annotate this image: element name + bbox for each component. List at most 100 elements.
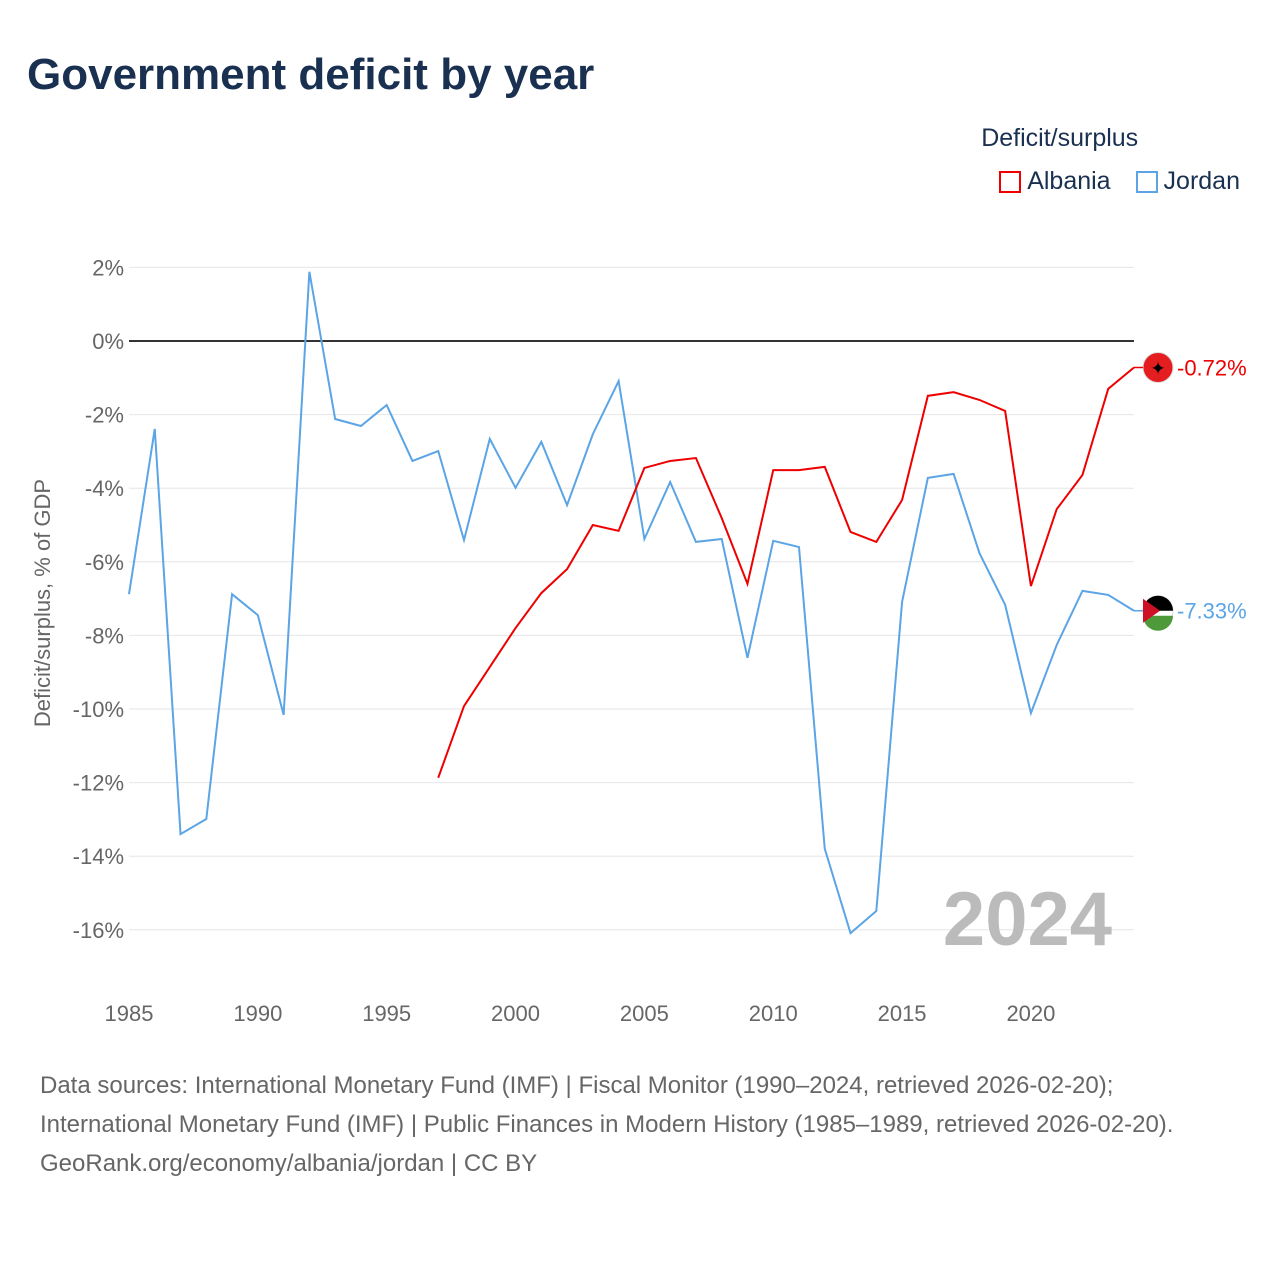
x-tick-label: 2000 (491, 1001, 540, 1026)
albania-point (539, 591, 543, 595)
albania-point (823, 465, 827, 469)
jordan-point (514, 486, 518, 490)
albania-point (514, 626, 518, 630)
y-tick-label: -16% (73, 918, 124, 943)
albania-point (1106, 387, 1110, 391)
jordan-point (385, 403, 389, 407)
albania-point (771, 468, 775, 472)
jordan-point (230, 592, 234, 596)
albania-point (1080, 473, 1084, 477)
legend-item-albania[interactable]: Albania (999, 167, 1111, 196)
jordan-point (617, 379, 621, 383)
albania-point (926, 394, 930, 398)
jordan-point (307, 270, 311, 274)
jordan-point (153, 427, 157, 431)
jordan-point (849, 931, 853, 935)
jordan-point (642, 537, 646, 541)
x-tick-label: 2015 (878, 1001, 927, 1026)
y-tick-label: -6% (85, 550, 124, 575)
flag-stripe (1143, 615, 1173, 631)
albania-point (797, 468, 801, 472)
y-tick-label: -10% (73, 697, 124, 722)
x-tick-label: 2020 (1006, 1001, 1055, 1026)
albania-point (952, 390, 956, 394)
y-tick-label: 0% (92, 329, 124, 354)
albania-point (565, 567, 569, 571)
albania-point (668, 459, 672, 463)
jordan-point (952, 472, 956, 476)
eagle-icon: ✦ (1150, 358, 1165, 378)
jordan-point (565, 503, 569, 507)
jordan-point (900, 600, 904, 604)
albania-point (977, 398, 981, 402)
jordan-point (668, 480, 672, 484)
albania-point (642, 466, 646, 470)
credit-link[interactable]: GeoRank.org/economy/albania/jordan | CC … (40, 1150, 538, 1177)
legend-label: Albania (1027, 167, 1111, 195)
jordan-point (179, 832, 183, 836)
legend-label: Jordan (1163, 167, 1240, 195)
jordan-point (874, 909, 878, 913)
albania-point (1029, 584, 1033, 588)
jordan-point (462, 538, 466, 542)
albania-point (462, 704, 466, 708)
albania-point (900, 498, 904, 502)
jordan-point (1080, 589, 1084, 593)
line-chart: 2% 0% -2% -4% -6% -8% -10% -12% -14% -16% 1985 1990… (30, 255, 1247, 1026)
sources: Data sources: International Monetary Fun… (40, 1066, 1240, 1183)
x-tick-label: 1985 (105, 1001, 154, 1026)
albania-point (617, 529, 621, 533)
jordan-end-label: -7.33% (1177, 599, 1247, 624)
jordan-point (797, 545, 801, 549)
flag-triangle (1143, 598, 1160, 623)
jordan-point (488, 437, 492, 441)
source-line: Data sources: International Monetary Fun… (40, 1072, 1114, 1099)
jordan-point (333, 417, 337, 421)
albania-point (1055, 507, 1059, 511)
jordan-point (720, 537, 724, 541)
albania-line (437, 366, 1135, 779)
jordan-point (745, 656, 749, 660)
source-line: International Monetary Fund (IMF) | Publ… (40, 1111, 1174, 1138)
y-tick-label: -12% (73, 771, 124, 796)
jordan-point (771, 539, 775, 543)
jordan-point (1003, 603, 1007, 607)
albania-point (436, 776, 440, 780)
jordan-point (410, 459, 414, 463)
jordan-point (282, 713, 286, 717)
albania-point (720, 516, 724, 520)
jordan-point (1029, 711, 1033, 715)
y-tick-label: -14% (73, 844, 124, 869)
albania-point (874, 540, 878, 544)
albania-end-label: -0.72% (1177, 355, 1247, 380)
y-tick-label: -4% (85, 476, 124, 501)
jordan-point (694, 540, 698, 544)
jordan-point (926, 476, 930, 480)
albania-point (1003, 409, 1007, 413)
jordan-point (1106, 593, 1110, 597)
legend-item-jordan[interactable]: Jordan (1135, 167, 1240, 196)
albania-point (849, 530, 853, 534)
jordan-point (256, 613, 260, 617)
jordan-point (1055, 643, 1059, 647)
y-axis-label: Deficit/surplus, % of GDP (30, 479, 55, 727)
jordan-point (823, 847, 827, 851)
albania-point (591, 523, 595, 527)
jordan-point (977, 551, 981, 555)
jordan-point (359, 424, 363, 428)
albania-swatch (999, 170, 1022, 193)
jordan-point (436, 449, 440, 453)
page-title: Government deficit by year (27, 50, 595, 99)
jordan-point (591, 432, 595, 436)
jordan-point (539, 440, 543, 444)
y-tick-label: 2% (92, 255, 124, 280)
legend: Deficit/surplus Albania Jordan (981, 124, 1240, 200)
jordan-point (204, 817, 208, 821)
y-tick-label: -2% (85, 403, 124, 428)
year-label: 2024 (943, 877, 1112, 962)
y-tick-label: -8% (85, 623, 124, 648)
albania-point (488, 665, 492, 669)
jordan-line (128, 271, 1135, 935)
x-tick-label: 1995 (362, 1001, 411, 1026)
